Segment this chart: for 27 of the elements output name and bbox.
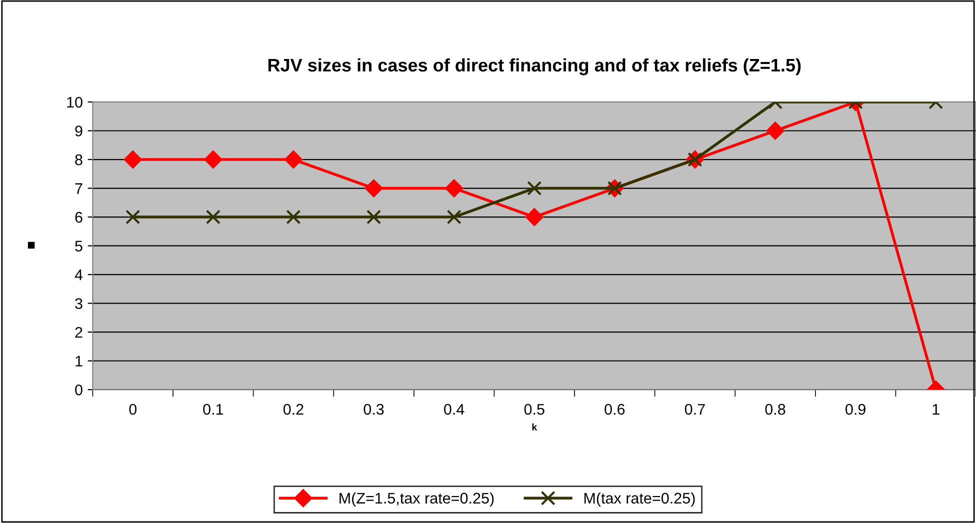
y-tick-label: 6 [75, 212, 82, 223]
y-tick-label: 3 [75, 298, 82, 310]
x-tick-label: 0.9 [846, 404, 866, 415]
y-tick-label: 5 [75, 240, 82, 252]
x-tick-label: 1 [932, 404, 940, 415]
x-tick-label: 0.3 [364, 404, 384, 415]
y-tick-label: 7 [75, 183, 82, 194]
y-tick-label: 0 [75, 384, 82, 396]
x-tick-label: 0.4 [444, 404, 464, 415]
y-tick-label: 9 [75, 126, 82, 136]
legend-label: M(Z=1.5,tax rate=0.25) [340, 492, 494, 507]
x-tick-label: 0.8 [765, 404, 786, 415]
chart-title: RJV sizes in cases of direct financing and of tax reliefs (Z=1.5) [268, 58, 801, 76]
x-tick-label: 0.2 [283, 404, 304, 415]
legend-label: M(tax rate=0.25) [584, 492, 695, 507]
y-tick-label: 2 [75, 326, 82, 338]
y-tick-label: 4 [74, 270, 83, 280]
x-tick-label: 0 [129, 404, 137, 415]
x-tick-label: 0.7 [684, 404, 705, 415]
x-tick-label: 0.6 [604, 404, 625, 415]
y-tick-label: 1 [76, 356, 82, 366]
y-axis-title: ■ [28, 242, 35, 249]
x-tick-label: 0.1 [203, 404, 224, 415]
x-axis-title: k [532, 423, 538, 430]
y-tick-label: 8 [75, 154, 82, 166]
y-tick-label: 10 [67, 96, 82, 108]
x-tick-label: 0.5 [524, 404, 544, 415]
